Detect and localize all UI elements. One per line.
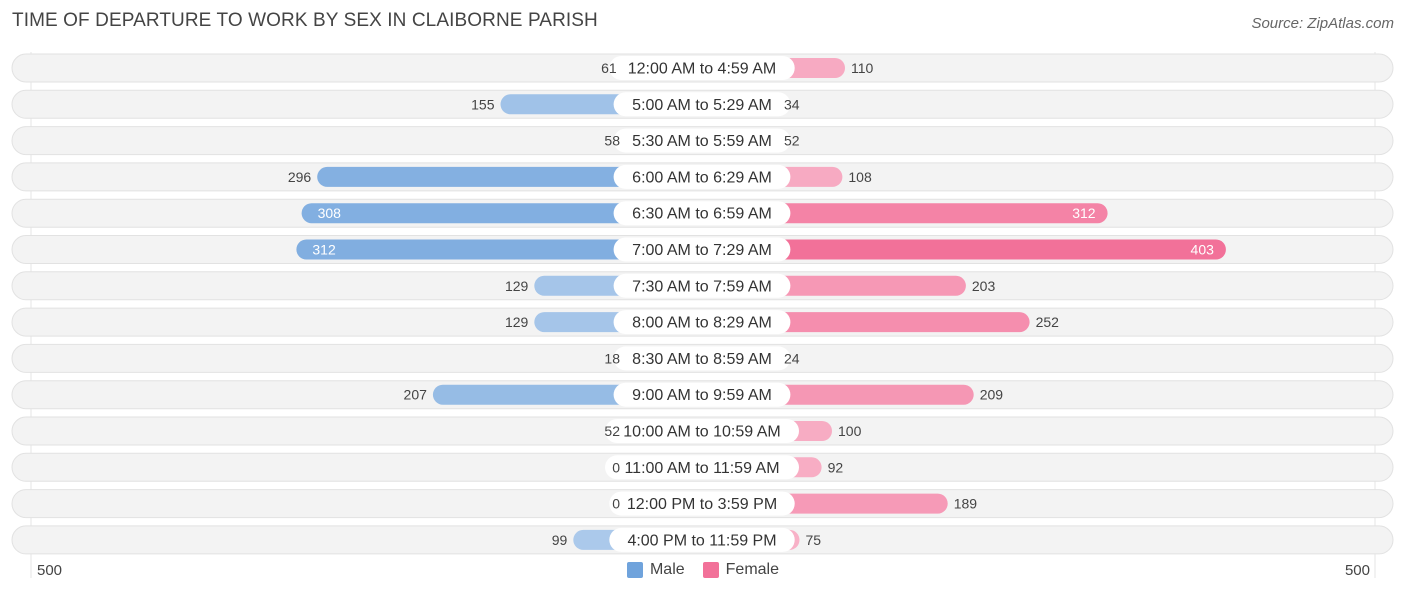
category-label: 6:00 AM to 6:29 AM	[632, 169, 772, 186]
category-label: 5:00 AM to 5:29 AM	[632, 97, 772, 114]
category-label-background	[613, 237, 791, 262]
source-label: Source: ZipAtlas.com	[1251, 15, 1394, 32]
legend: Male Female	[0, 561, 1406, 579]
legend-label-female: Female	[725, 561, 780, 578]
value-label-female: 110	[851, 60, 874, 76]
category-label-background	[605, 455, 799, 480]
category-label-background	[613, 310, 791, 335]
category-label-background	[613, 201, 791, 226]
value-label-female: 75	[806, 532, 822, 548]
value-label-male: 129	[505, 278, 529, 294]
value-label-female: 108	[848, 169, 872, 185]
category-label: 4:00 PM to 11:59 PM	[627, 532, 776, 549]
value-label-female: 189	[954, 496, 978, 512]
value-label-male: 0	[612, 496, 620, 512]
value-label-female: 209	[980, 387, 1004, 403]
value-label-female: 92	[828, 459, 844, 475]
value-label-female: 203	[972, 278, 996, 294]
value-label-male: 61	[601, 60, 617, 76]
category-label-background	[613, 382, 791, 407]
axis-right-label: 500	[1344, 562, 1370, 579]
category-label: 8:30 AM to 8:59 AM	[632, 351, 772, 368]
value-label-male: 296	[288, 169, 312, 185]
category-label: 12:00 PM to 3:59 PM	[627, 496, 777, 513]
value-label-female: 34	[784, 96, 800, 112]
category-label-background	[613, 92, 791, 117]
value-label-female: 403	[1191, 242, 1215, 258]
bar-male	[317, 166, 702, 187]
value-label-male: 308	[318, 205, 342, 221]
bar-male	[296, 239, 702, 260]
bar-male	[301, 203, 702, 224]
category-label: 7:00 AM to 7:29 AM	[632, 242, 772, 259]
legend-swatch-male	[626, 562, 643, 578]
legend-label-male: Male	[649, 561, 685, 578]
value-label-male: 155	[471, 96, 495, 112]
category-label: 7:30 AM to 7:59 AM	[632, 278, 772, 295]
value-label-male: 207	[404, 387, 428, 403]
category-label-background	[613, 164, 791, 189]
category-label-background	[613, 273, 791, 298]
category-label: 5:30 AM to 5:59 AM	[632, 133, 772, 150]
category-label-background	[609, 527, 795, 552]
chart-title: TIME OF DEPARTURE TO WORK BY SEX IN CLAI…	[12, 10, 598, 31]
legend-item-male: Male	[626, 561, 685, 579]
value-label-male: 58	[604, 133, 620, 149]
category-label: 11:00 AM to 11:59 AM	[624, 460, 779, 477]
value-label-male: 52	[604, 423, 620, 439]
category-label: 10:00 AM to 10:59 AM	[623, 424, 780, 441]
category-label-background	[609, 491, 795, 516]
value-label-male: 18	[604, 350, 620, 366]
legend-swatch-female	[702, 562, 719, 578]
category-label-background	[609, 56, 795, 80]
category-label: 6:30 AM to 6:59 AM	[632, 206, 772, 223]
category-label: 9:00 AM to 9:59 AM	[632, 387, 772, 404]
value-label-male: 0	[612, 459, 620, 475]
bar-female	[702, 239, 1226, 260]
value-label-female: 100	[838, 423, 862, 439]
value-label-female: 252	[1036, 314, 1060, 330]
legend-item-female: Female	[702, 561, 780, 579]
category-label-background	[613, 346, 791, 371]
value-label-male: 312	[312, 242, 336, 258]
value-label-male: 129	[505, 314, 529, 330]
value-label-female: 312	[1072, 205, 1096, 221]
axis-left-label: 500	[37, 562, 63, 579]
category-label: 8:00 AM to 8:29 AM	[632, 315, 772, 332]
value-label-female: 52	[784, 133, 800, 149]
category-label-background	[605, 419, 799, 443]
value-label-male: 99	[552, 532, 568, 548]
category-label-background	[613, 128, 791, 153]
bar-female	[702, 203, 1108, 224]
category-label: 12:00 AM to 4:59 AM	[628, 61, 777, 78]
value-label-female: 24	[784, 350, 800, 366]
